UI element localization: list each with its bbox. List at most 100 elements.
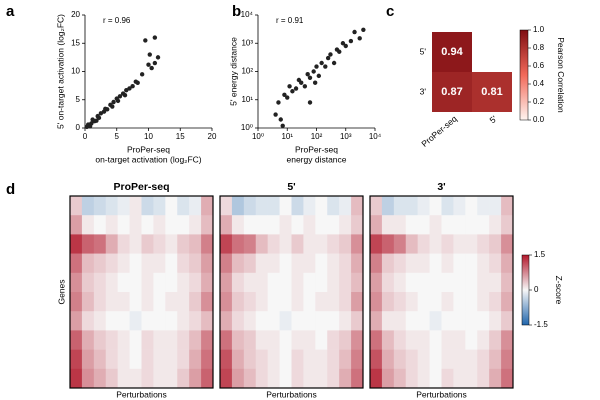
x-tick-label: 10⁰ [252, 132, 264, 141]
heatmap-cell [201, 311, 214, 331]
heatmap-cell [339, 234, 352, 254]
panel-letter: b [232, 3, 241, 20]
heatmap-cell [381, 311, 395, 331]
heatmap-cell [393, 272, 407, 293]
x-tick-label: 15 [176, 132, 185, 141]
heatmap-cell [81, 272, 95, 293]
heatmap-cell [279, 292, 292, 312]
heatmap-cell [339, 196, 352, 216]
heatmap-cell [153, 311, 166, 331]
heatmap-cell [370, 349, 383, 370]
heatmap-cell [177, 234, 190, 254]
heatmap-cell [417, 311, 430, 331]
heatmap-cell [81, 196, 95, 216]
heatmap-cell [370, 311, 383, 331]
heatmap-cell [429, 196, 442, 216]
point [293, 86, 299, 91]
heatmap-cell [417, 349, 430, 370]
heatmap-cell [315, 196, 328, 216]
heatmap-cell [291, 234, 304, 254]
heatmap-cell [327, 234, 340, 254]
point [110, 104, 115, 109]
heatmap-cell [105, 234, 118, 254]
heatmap-cell [351, 330, 364, 350]
heatmap-cell [489, 330, 502, 350]
heatmap-cell [81, 234, 95, 254]
heatmap-cell [339, 272, 352, 293]
point [305, 72, 310, 77]
heatmap-cell [141, 253, 154, 274]
heatmap-cell [141, 292, 154, 312]
heatmap-cell [141, 196, 154, 216]
heatmap-cell [351, 272, 364, 293]
heatmap-cell [255, 368, 268, 389]
heatmap-cell [165, 253, 178, 274]
heatmap-cell [339, 215, 352, 235]
point [323, 64, 328, 69]
heatmap-cell [477, 234, 490, 254]
heatmap-cell [177, 272, 190, 293]
heatmap-cell [220, 330, 233, 350]
y-tick-label: 10³ [241, 38, 253, 47]
heatmap-cell [93, 311, 107, 331]
heatmap-cell [291, 349, 304, 370]
heatmap-cell [243, 272, 257, 293]
heatmap-cell [231, 292, 245, 312]
point [276, 100, 281, 105]
heatmap-cell [441, 368, 454, 389]
heatmap-cell [70, 349, 83, 370]
heatmap-cell [255, 215, 268, 235]
heatmap-cell [453, 215, 466, 235]
point [287, 84, 292, 89]
heatmap-cell [231, 368, 245, 389]
heatmap-cell [351, 349, 364, 370]
heatmap-cell [231, 330, 245, 350]
heatmap-cell [165, 272, 178, 293]
heatmap-cell [501, 234, 514, 254]
heatmap-cell [477, 292, 490, 312]
heatmap-cell [231, 349, 245, 370]
heatmap-frame [369, 195, 514, 389]
heatmap-cell [501, 215, 514, 235]
heatmap-cell [405, 253, 418, 274]
colorbar-tick-label: 0.4 [533, 79, 545, 88]
heatmap-cell [429, 349, 442, 370]
heatmap-cell [370, 368, 383, 389]
point [117, 94, 123, 99]
heatmap-cell [315, 215, 328, 235]
heatmap-cell [381, 368, 395, 389]
heatmap-cell [243, 253, 257, 274]
heatmap-cell [279, 234, 292, 254]
heatmap-cell [105, 292, 118, 312]
heatmap-cell [303, 272, 316, 293]
heatmap-cell [351, 311, 364, 331]
heatmap-cell [129, 349, 142, 370]
heatmap-cell [429, 368, 442, 389]
heatmap-cell [501, 311, 514, 331]
heatmap-cell [381, 272, 395, 293]
heatmap-cell [327, 253, 340, 274]
point [89, 121, 94, 126]
heatmap-cell [189, 215, 202, 235]
heatmap-cell [327, 196, 340, 216]
x-axis-label: Perturbations [266, 389, 317, 399]
heatmap-cell [165, 196, 178, 216]
heatmap-cell [327, 311, 340, 331]
point [337, 49, 342, 54]
heatmap-cell [231, 311, 245, 331]
heatmap-cell [141, 215, 154, 235]
heatmap-cell [441, 215, 454, 235]
point [96, 115, 102, 121]
colorbar-label: Pearson Correlation [556, 37, 566, 113]
heatmap-cell [117, 215, 130, 235]
heatmap-cell [303, 292, 316, 312]
heatmap-cell [267, 349, 280, 370]
heatmap-cell [117, 349, 130, 370]
heatmap-cell [153, 234, 166, 254]
x-tick-label: 10² [311, 132, 323, 141]
heatmap-cell [291, 292, 304, 312]
point [127, 86, 132, 91]
colorbar-tick-label: 1.0 [533, 25, 545, 34]
heatmap-cell [189, 330, 202, 350]
heatmap-cell [165, 368, 178, 389]
